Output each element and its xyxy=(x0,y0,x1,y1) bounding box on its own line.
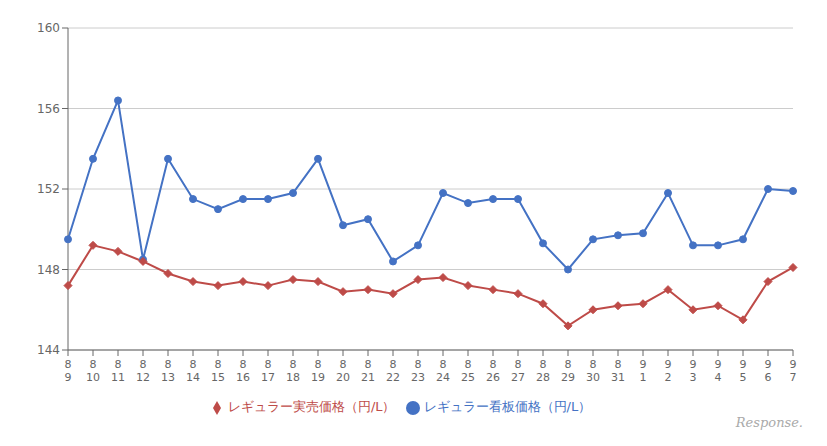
svg-text:822: 822 xyxy=(386,358,400,384)
svg-text:811: 811 xyxy=(111,358,125,384)
svg-text:93: 93 xyxy=(690,358,697,384)
svg-text:820: 820 xyxy=(336,358,350,384)
svg-text:92: 92 xyxy=(665,358,672,384)
svg-text:829: 829 xyxy=(561,358,575,384)
html-text:レギュラー実売価格（円/L）: レギュラー実売価格（円/L） xyxy=(227,399,396,414)
svg-text:823: 823 xyxy=(411,358,425,384)
svg-text:144: 144 xyxy=(37,343,60,357)
html-text:レギュラー看板価格（円/L）: レギュラー看板価格（円/L） xyxy=(423,399,592,414)
svg-text:825: 825 xyxy=(461,358,475,384)
svg-text:160: 160 xyxy=(37,21,60,35)
svg-text:91: 91 xyxy=(640,358,647,384)
svg-text:826: 826 xyxy=(486,358,500,384)
svg-text:827: 827 xyxy=(511,358,525,384)
svg-text:813: 813 xyxy=(161,358,175,384)
svg-text:818: 818 xyxy=(286,358,300,384)
svg-text:814: 814 xyxy=(186,358,200,384)
svg-text:828: 828 xyxy=(536,358,550,384)
svg-text:816: 816 xyxy=(236,358,250,384)
svg-text:817: 817 xyxy=(261,358,275,384)
svg-text:819: 819 xyxy=(311,358,325,384)
svg-text:830: 830 xyxy=(586,358,600,384)
svg-text:152: 152 xyxy=(37,182,60,196)
svg-text:810: 810 xyxy=(86,358,100,384)
svg-text:156: 156 xyxy=(37,102,60,116)
svg-text:821: 821 xyxy=(361,358,375,384)
svg-text:824: 824 xyxy=(436,358,450,384)
svg-text:815: 815 xyxy=(211,358,225,384)
svg-text:812: 812 xyxy=(136,358,150,384)
svg-text:148: 148 xyxy=(37,263,60,277)
svg-text:831: 831 xyxy=(611,358,625,384)
svg-text:97: 97 xyxy=(790,358,797,384)
html-text:Response.: Response. xyxy=(735,415,803,430)
svg-text:95: 95 xyxy=(740,358,747,384)
svg-text:94: 94 xyxy=(715,358,722,384)
svg-text:96: 96 xyxy=(765,358,772,384)
svg-text:89: 89 xyxy=(65,358,72,384)
